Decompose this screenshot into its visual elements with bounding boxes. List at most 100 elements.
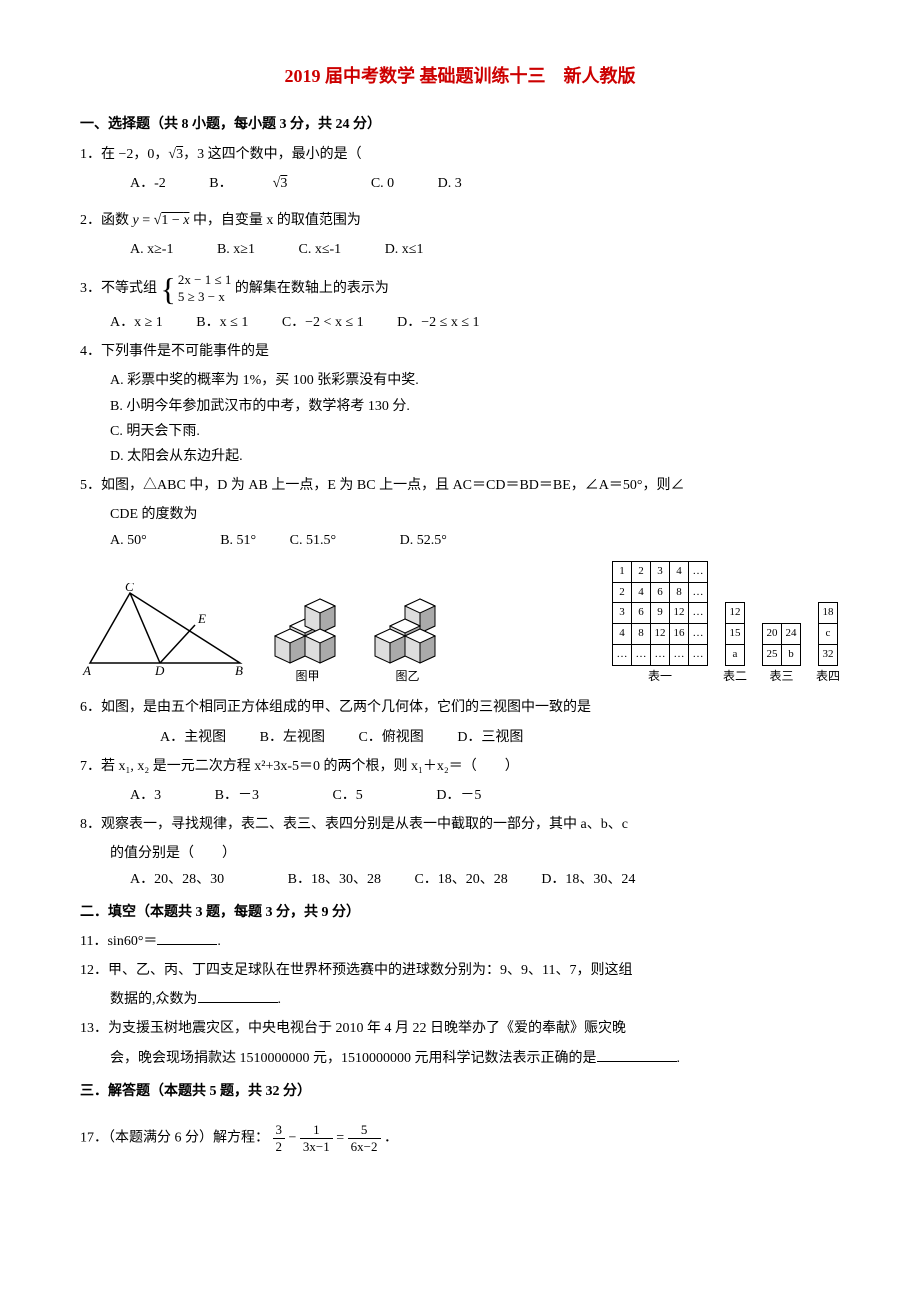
q17-eq: = <box>336 1130 347 1145</box>
q3-line1: 2x − 1 ≤ 1 <box>178 272 231 289</box>
q5-opt-a: A. 50° <box>110 528 147 553</box>
q12-text3: . <box>278 992 282 1007</box>
q3-opt-a: A．x ≥ 1 <box>110 310 163 335</box>
table-4-grid: 18c32 <box>818 602 838 665</box>
q17-end: ． <box>384 1130 398 1145</box>
cubes-yi-svg <box>365 581 450 666</box>
q4-opt-d: D. 太阳会从东边升起. <box>80 444 840 469</box>
q6-opt-b: B．左视图 <box>260 725 325 750</box>
q7-opt-a: A．3 <box>130 783 161 808</box>
question-5-line2: CDE 的度数为 <box>80 502 840 527</box>
table-3: 202425b 表三 <box>762 623 801 687</box>
table-2: 1215a 表二 <box>723 602 747 687</box>
q1-options: A．-2 B．√3 C. 0 D. 3 <box>80 171 840 196</box>
label-a: A <box>82 663 91 678</box>
q2-options: A. x≥-1 B. x≥1 C. x≤-1 D. x≤1 <box>80 237 840 262</box>
table-cell: … <box>688 644 707 665</box>
q1-rad: √3 <box>168 147 183 162</box>
question-5-line1: 5．如图，△ABC 中，D 为 AB 上一点，E 为 BC 上一点，且 AC＝C… <box>80 473 840 498</box>
table-cell: 18 <box>818 603 837 624</box>
section3-header: 三．解答题（本题共 5 题，共 32 分） <box>80 1079 840 1104</box>
q8-opt-d: D．18、30、24 <box>541 867 635 892</box>
table-cell: … <box>631 644 650 665</box>
q12-text2: 数据的,众数为 <box>110 992 198 1007</box>
q1-opt-b: B．√3 <box>209 171 327 196</box>
question-6: 6．如图，是由五个相同正方体组成的甲、乙两个几何体，它们的三视图中一致的是 <box>80 695 840 720</box>
question-12-line1: 12．甲、乙、丙、丁四支足球队在世界杯预选赛中的进球数分别为：9、9、11、7，… <box>80 958 840 983</box>
label-e: E <box>197 611 206 626</box>
question-2: 2．函数 y = √1 − x 中，自变量 x 的取值范围为 <box>80 208 840 233</box>
figures-row: A B C D E 图甲 <box>80 561 840 688</box>
q17-f2-den: 3x−1 <box>300 1139 333 1155</box>
q2-text-b: 中，自变量 x 的取值范围为 <box>189 213 361 228</box>
q17-frac1: 32 <box>273 1122 286 1154</box>
q5-opt-d: D. 52.5° <box>400 528 447 553</box>
label-c: C <box>125 583 134 594</box>
q4-opt-c: C. 明天会下雨. <box>80 419 840 444</box>
q5-opt-c: C. 51.5° <box>290 528 336 553</box>
cubes-jia-svg <box>265 581 350 666</box>
q17-f3-num: 5 <box>348 1122 381 1139</box>
q6-options: A．主视图 B．左视图 C．俯视图 D．三视图 <box>80 725 840 750</box>
q3-system: { 2x − 1 ≤ 1 5 ≥ 3 − x <box>161 272 232 306</box>
q6-opt-c: C．俯视图 <box>358 725 423 750</box>
table-cell: 16 <box>669 624 688 645</box>
table-cell: … <box>650 644 669 665</box>
q11-text-a: 11．sin60°＝ <box>80 934 157 949</box>
section1-header: 一、选择题（共 8 小题，每小题 3 分，共 24 分） <box>80 112 840 137</box>
triangle-svg: A B C D E <box>80 583 250 678</box>
q11-blank <box>157 944 217 945</box>
table-cell: c <box>818 624 837 645</box>
q1-opt-d: D. 3 <box>438 171 462 196</box>
table-1-grid: 1234…2468…36912…481216……………… <box>612 561 708 666</box>
question-7: 7．若 x₁, x₂ 是一元二次方程 x²+3x-5＝0 的两个根，则 x₁＋x… <box>80 754 840 779</box>
q4-opt-a: A. 彩票中奖的概率为 1%，买 100 张彩票没有中奖. <box>80 368 840 393</box>
table-cell: 12 <box>725 603 744 624</box>
q12-blank <box>198 1002 278 1003</box>
table-4: 18c32 表四 <box>816 602 840 687</box>
table-cell: 8 <box>669 582 688 603</box>
q5-opt-b: B. 51° <box>220 528 256 553</box>
section2-header: 二．填空（本题共 3 题，每题 3 分，共 9 分） <box>80 900 840 925</box>
q17-minus: − <box>289 1130 300 1145</box>
caption-t1: 表一 <box>648 666 672 688</box>
q3-opt-c: C．−2 < x ≤ 1 <box>282 310 364 335</box>
question-1: 1．在 −2，0，√3，3 这四个数中，最小的是（ <box>80 142 840 167</box>
table-cell: 2 <box>631 561 650 582</box>
q1-opt-a: A．-2 <box>130 171 166 196</box>
question-13-line1: 13．为支援玉树地震灾区，中央电视台于 2010 年 4 月 22 日晚举办了《… <box>80 1016 840 1041</box>
triangle-figure: A B C D E <box>80 583 250 687</box>
table-cell: 6 <box>631 603 650 624</box>
question-4: 4．下列事件是不可能事件的是 <box>80 339 840 364</box>
q3-opt-b: B．x ≤ 1 <box>196 310 248 335</box>
caption-jia: 图甲 <box>295 666 319 688</box>
caption-t3: 表三 <box>769 666 793 688</box>
q4-opt-b: B. 小明今年参加武汉市的中考，数学将考 130 分. <box>80 394 840 419</box>
label-b: B <box>235 663 243 678</box>
q13-text3: . <box>677 1051 681 1066</box>
q13-blank <box>597 1061 677 1062</box>
question-11: 11．sin60°＝. <box>80 929 840 954</box>
question-3: 3．不等式组 { 2x − 1 ≤ 1 5 ≥ 3 − x 的解集在数轴上的表示… <box>80 272 840 306</box>
table-cell: a <box>725 644 744 665</box>
table-3-grid: 202425b <box>762 623 801 666</box>
q3-line2: 5 ≥ 3 − x <box>178 289 231 306</box>
q11-text-b: . <box>217 934 221 949</box>
q8-opt-b: B．18、30、28 <box>288 867 381 892</box>
q17-text-a: 17．（本题满分 6 分）解方程： <box>80 1130 269 1145</box>
table-cell: … <box>612 644 631 665</box>
cubes-jia: 图甲 <box>265 581 350 688</box>
q7-opt-b: B．－3 <box>215 783 259 808</box>
table-cell: 8 <box>631 624 650 645</box>
q2-opt-d: D. x≤1 <box>385 237 424 262</box>
q1-opt-c: C. 0 <box>371 171 394 196</box>
q13-text2: 会，晚会现场捐款达 1510000000 元，1510000000 元用科学记数… <box>110 1051 597 1066</box>
q1-text-b: ，3 这四个数中，最小的是（ <box>183 147 362 162</box>
q8-options: A．20、28、30 B．18、30、28 C．18、20、28 D．18、30… <box>80 867 840 892</box>
question-13-line2: 会，晚会现场捐款达 1510000000 元，1510000000 元用科学记数… <box>80 1046 840 1071</box>
q3-options: A．x ≥ 1 B．x ≤ 1 C．−2 < x ≤ 1 D．−2 ≤ x ≤ … <box>80 310 840 335</box>
table-cell: 4 <box>612 624 631 645</box>
q2-opt-b: B. x≥1 <box>217 237 255 262</box>
q2-text-a: 2．函数 <box>80 213 133 228</box>
table-cell: 3 <box>650 561 669 582</box>
